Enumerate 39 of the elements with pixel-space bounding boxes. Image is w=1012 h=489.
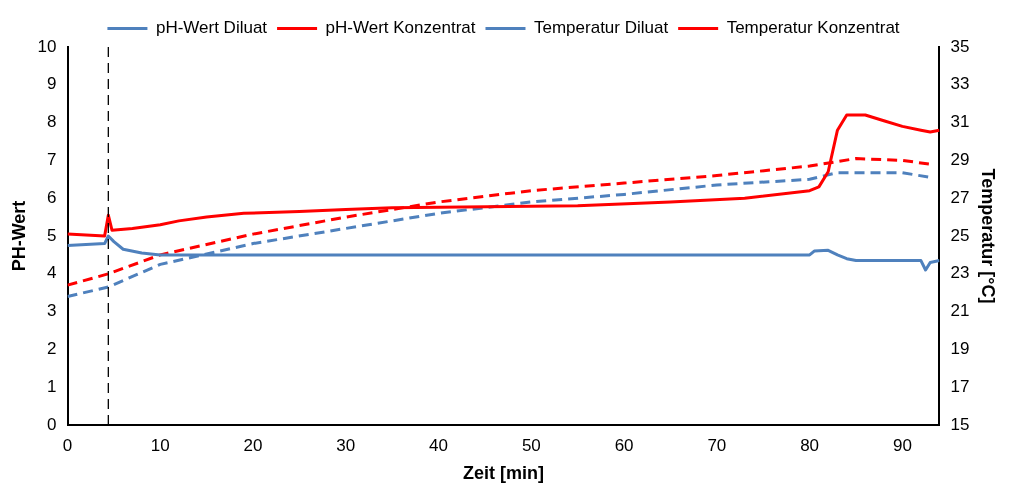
y2-tick-label: 35 bbox=[950, 36, 970, 56]
x-axis-title: Zeit [min] bbox=[463, 463, 544, 484]
x-tick-label: 50 bbox=[521, 435, 541, 455]
y-tick-label: 7 bbox=[47, 150, 57, 170]
y2-tick-label: 29 bbox=[950, 150, 970, 170]
y2-tick-label: 33 bbox=[950, 74, 970, 94]
x-tick-label: 60 bbox=[614, 435, 634, 455]
x-tick-label: 40 bbox=[429, 435, 449, 455]
y-tick-label: 5 bbox=[47, 225, 57, 245]
y-tick-label: 10 bbox=[37, 36, 57, 56]
y2-tick-label: 17 bbox=[950, 376, 970, 396]
y-tick-label: 8 bbox=[47, 112, 57, 132]
y-tick-label: 6 bbox=[47, 187, 57, 207]
y-tick-label: 4 bbox=[47, 263, 57, 283]
x-tick-label: 20 bbox=[243, 435, 263, 455]
legend-label: pH-Wert Diluat bbox=[155, 18, 268, 38]
y-tick-label: 9 bbox=[47, 74, 57, 94]
x-tick-label: 70 bbox=[707, 435, 727, 455]
legend-label: pH-Wert Konzentrat bbox=[325, 18, 476, 38]
y-axis-title: PH-Wert bbox=[8, 200, 29, 272]
x-tick-label: 10 bbox=[150, 435, 170, 455]
x-tick-label: 80 bbox=[800, 435, 820, 455]
y-tick-label: 2 bbox=[47, 339, 57, 359]
y2-tick-label: 15 bbox=[950, 414, 970, 434]
y-tick-label: 0 bbox=[47, 414, 57, 434]
y2-tick-label: 27 bbox=[950, 187, 970, 207]
y2-tick-label: 21 bbox=[950, 301, 970, 321]
y2-tick-label: 19 bbox=[950, 339, 970, 359]
x-tick-label: 0 bbox=[62, 435, 73, 455]
x-tick-label: 90 bbox=[892, 435, 912, 455]
y2-tick-label: 31 bbox=[950, 112, 970, 132]
y-tick-label: 1 bbox=[47, 376, 57, 396]
y2-axis-title: Temperatur [°C] bbox=[978, 168, 999, 304]
legend-label: Temperatur Konzentrat bbox=[726, 18, 900, 38]
y2-tick-label: 23 bbox=[950, 263, 970, 283]
legend-label: Temperatur Diluat bbox=[533, 18, 669, 38]
x-tick-label: 30 bbox=[336, 435, 356, 455]
y2-tick-label: 25 bbox=[950, 225, 970, 245]
y-tick-label: 3 bbox=[47, 301, 57, 321]
